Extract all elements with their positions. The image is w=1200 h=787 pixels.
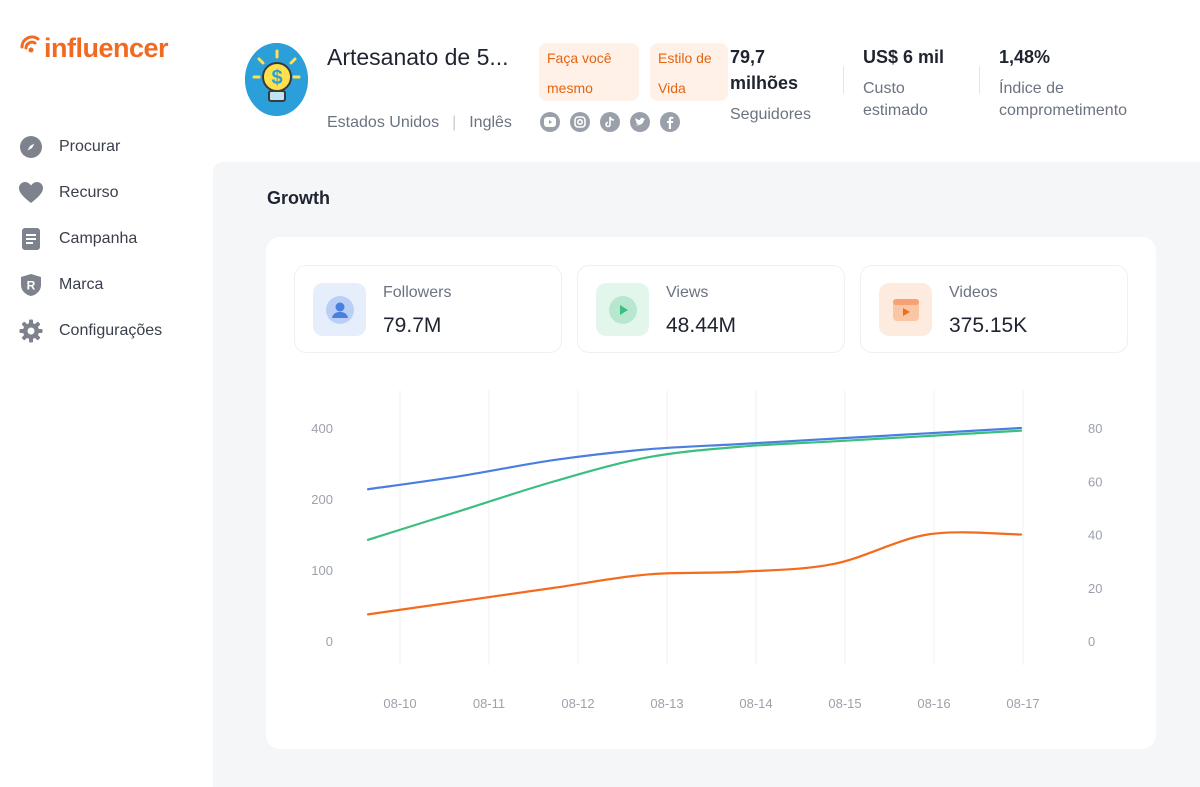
y-left-tick-label: 200 (311, 492, 333, 507)
heart-icon (18, 180, 44, 206)
x-tick-label: 08-11 (473, 696, 505, 711)
y-right-tick-label: 60 (1088, 474, 1102, 489)
sidebar-item-label: Configurações (59, 322, 163, 339)
metric-label: Followers (383, 284, 452, 301)
brand-logo[interactable]: influencer (18, 28, 169, 68)
cost-stat-value: US$ 6 mil (863, 47, 945, 67)
metric-value: 79.7M (383, 314, 442, 337)
cost-stat-label: Custo estimado (863, 80, 928, 119)
video-clip-icon (879, 283, 932, 336)
sidebar-item-label: Recurso (59, 184, 119, 201)
social-links (540, 112, 680, 132)
metric-card-followers[interactable]: Followers 79.7M (294, 265, 562, 353)
metric-value: 48.44M (666, 314, 737, 337)
sidebar-item-label: Procurar (59, 138, 121, 155)
sidebar-item-label: Marca (59, 276, 104, 293)
gear-icon (18, 318, 44, 344)
x-tick-label: 08-13 (650, 696, 683, 711)
sidebar-item-marca[interactable]: R Marca (18, 262, 208, 308)
sidebar-item-campanha[interactable]: Campanha (18, 216, 208, 262)
tiktok-icon[interactable] (600, 112, 620, 132)
profile-name: Artesanato de 5... (327, 44, 509, 70)
twitter-icon[interactable] (630, 112, 650, 132)
compass-icon (18, 134, 44, 160)
facebook-icon[interactable] (660, 112, 680, 132)
sidebar-item-procurar[interactable]: Procurar (18, 124, 208, 170)
y-left-tick-label: 0 (326, 634, 333, 649)
x-tick-label: 08-16 (917, 696, 950, 711)
profile-meta: Estados Unidos | Inglês (327, 114, 512, 132)
section-title: Growth (267, 188, 330, 208)
y-right-tick-label: 0 (1088, 634, 1095, 649)
svg-text:$: $ (271, 67, 282, 89)
category-tag[interactable]: Faça você mesmo (539, 43, 639, 101)
brand-name: influencer (44, 32, 169, 63)
growth-line-chart: 08-10 08-11 08-12 08-13 08-14 08-15 08-16 08-17… (311, 390, 1102, 711)
y-left-tick-label: 400 (311, 421, 333, 436)
x-tick-label: 08-10 (383, 696, 416, 711)
stat-divider (979, 66, 980, 94)
engagement-stat-label: Índice de comprometimento (999, 80, 1128, 119)
series-line-2 (366, 531, 1023, 616)
meta-divider: | (452, 114, 457, 131)
sidebar-nav: Procurar Recurso Campanha R Marca Config… (18, 124, 208, 354)
play-icon (596, 283, 649, 336)
y-left-tick-label: 100 (311, 563, 333, 578)
y-right-tick-label: 40 (1088, 528, 1102, 543)
x-tick-label: 08-17 (1006, 696, 1039, 711)
instagram-icon[interactable] (570, 112, 590, 132)
metric-value: 375.15K (949, 314, 1028, 337)
engagement-stat: 1,48% Índice de comprometimento (999, 44, 1179, 122)
x-tick-label: 08-15 (828, 696, 861, 711)
sidebar-item-label: Campanha (59, 230, 138, 247)
followers-stat-value: 79,7 milhões (730, 47, 799, 93)
x-tick-label: 08-14 (739, 696, 772, 711)
engagement-stat-value: 1,48% (999, 47, 1051, 67)
sidebar-item-recurso[interactable]: Recurso (18, 170, 208, 216)
profile-language: Inglês (469, 114, 512, 131)
avatar[interactable]: $ (245, 43, 308, 116)
sidebar-item-configuracoes[interactable]: Configurações (18, 308, 208, 354)
y-right-tick-label: 80 (1088, 421, 1102, 436)
y-right-tick-label: 20 (1088, 581, 1102, 596)
metric-card-views[interactable]: Views 48.44M (577, 265, 845, 353)
followers-stat-label: Seguidores (730, 106, 811, 123)
metric-label: Videos (949, 284, 998, 301)
followers-stat: 79,7 milhões Seguidores (730, 44, 830, 126)
cost-stat: US$ 6 mil Custo estimado (863, 44, 973, 122)
svg-text:R: R (27, 279, 36, 293)
metric-card-videos[interactable]: Videos 375.15K (860, 265, 1128, 353)
user-icon (313, 283, 366, 336)
x-tick-label: 08-12 (561, 696, 594, 711)
youtube-icon[interactable] (540, 112, 560, 132)
brand-shield-icon: R (18, 272, 44, 298)
series-line-0 (366, 426, 1023, 491)
series-line-1 (366, 429, 1023, 541)
stat-divider (843, 66, 844, 94)
document-icon (18, 226, 44, 252)
metric-label: Views (666, 284, 709, 301)
profile-country: Estados Unidos (327, 114, 440, 131)
signal-logo-icon (18, 33, 48, 63)
category-tag[interactable]: Estilo de Vida (650, 43, 728, 101)
